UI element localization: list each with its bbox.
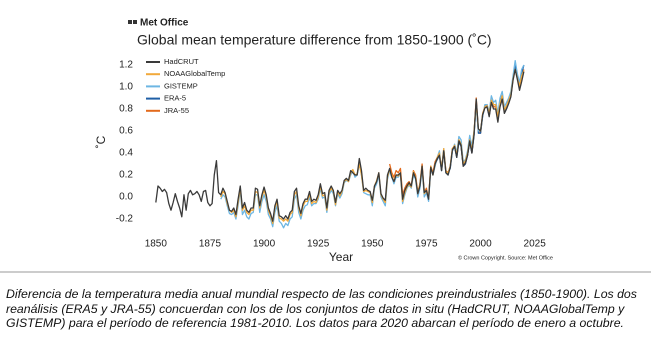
- y-tick-label: -0.2: [116, 214, 134, 225]
- x-tick-label: 1900: [253, 239, 276, 250]
- chart: Met Office Global mean temperature diffe…: [0, 18, 651, 273]
- y-tick-label: 0.0: [119, 192, 133, 203]
- series-line: [155, 68, 525, 222]
- series-line: [434, 64, 525, 174]
- y-tick-label: 1.0: [119, 82, 133, 93]
- y-axis-label: ˚C: [94, 135, 108, 148]
- logo-mark: [133, 20, 137, 24]
- series-line: [388, 64, 525, 200]
- x-tick-label: 2025: [524, 239, 547, 250]
- source: © Crown Copyright. Source: Met Office: [458, 254, 553, 261]
- legend-label: HadCRUT: [164, 57, 199, 66]
- chart-title: Global mean temperature difference from …: [137, 32, 492, 48]
- x-tick-label: 1850: [145, 239, 168, 250]
- x-tick-label: 2000: [469, 239, 492, 250]
- y-tick-label: 0.2: [119, 170, 133, 181]
- legend-label: ERA-5: [164, 94, 186, 103]
- y-tick-label: 0.6: [119, 126, 133, 137]
- x-axis-label: Year: [329, 250, 353, 264]
- logo-mark: [128, 20, 132, 24]
- legend-label: GISTEMP: [164, 81, 198, 90]
- legend-label: NOAAGlobalTemp: [164, 69, 225, 78]
- y-tick-label: 1.2: [119, 60, 133, 71]
- legend-label: JRA-55: [164, 106, 189, 115]
- y-tick-label: 0.8: [119, 104, 133, 115]
- x-tick-label: 1975: [415, 239, 438, 250]
- logo-text: Met Office: [140, 18, 189, 29]
- legend: HadCRUT NOAAGlobalTemp GISTEMP ERA-5 JRA-55: [146, 57, 225, 115]
- caption: Diferencia de la temperatura media anual…: [6, 287, 637, 330]
- x-tick-label: 1925: [307, 239, 330, 250]
- x-tick-label: 1875: [199, 239, 222, 250]
- x-tick-label: 1950: [361, 239, 384, 250]
- logo: Met Office: [128, 18, 189, 29]
- y-tick-label: 0.4: [119, 148, 133, 159]
